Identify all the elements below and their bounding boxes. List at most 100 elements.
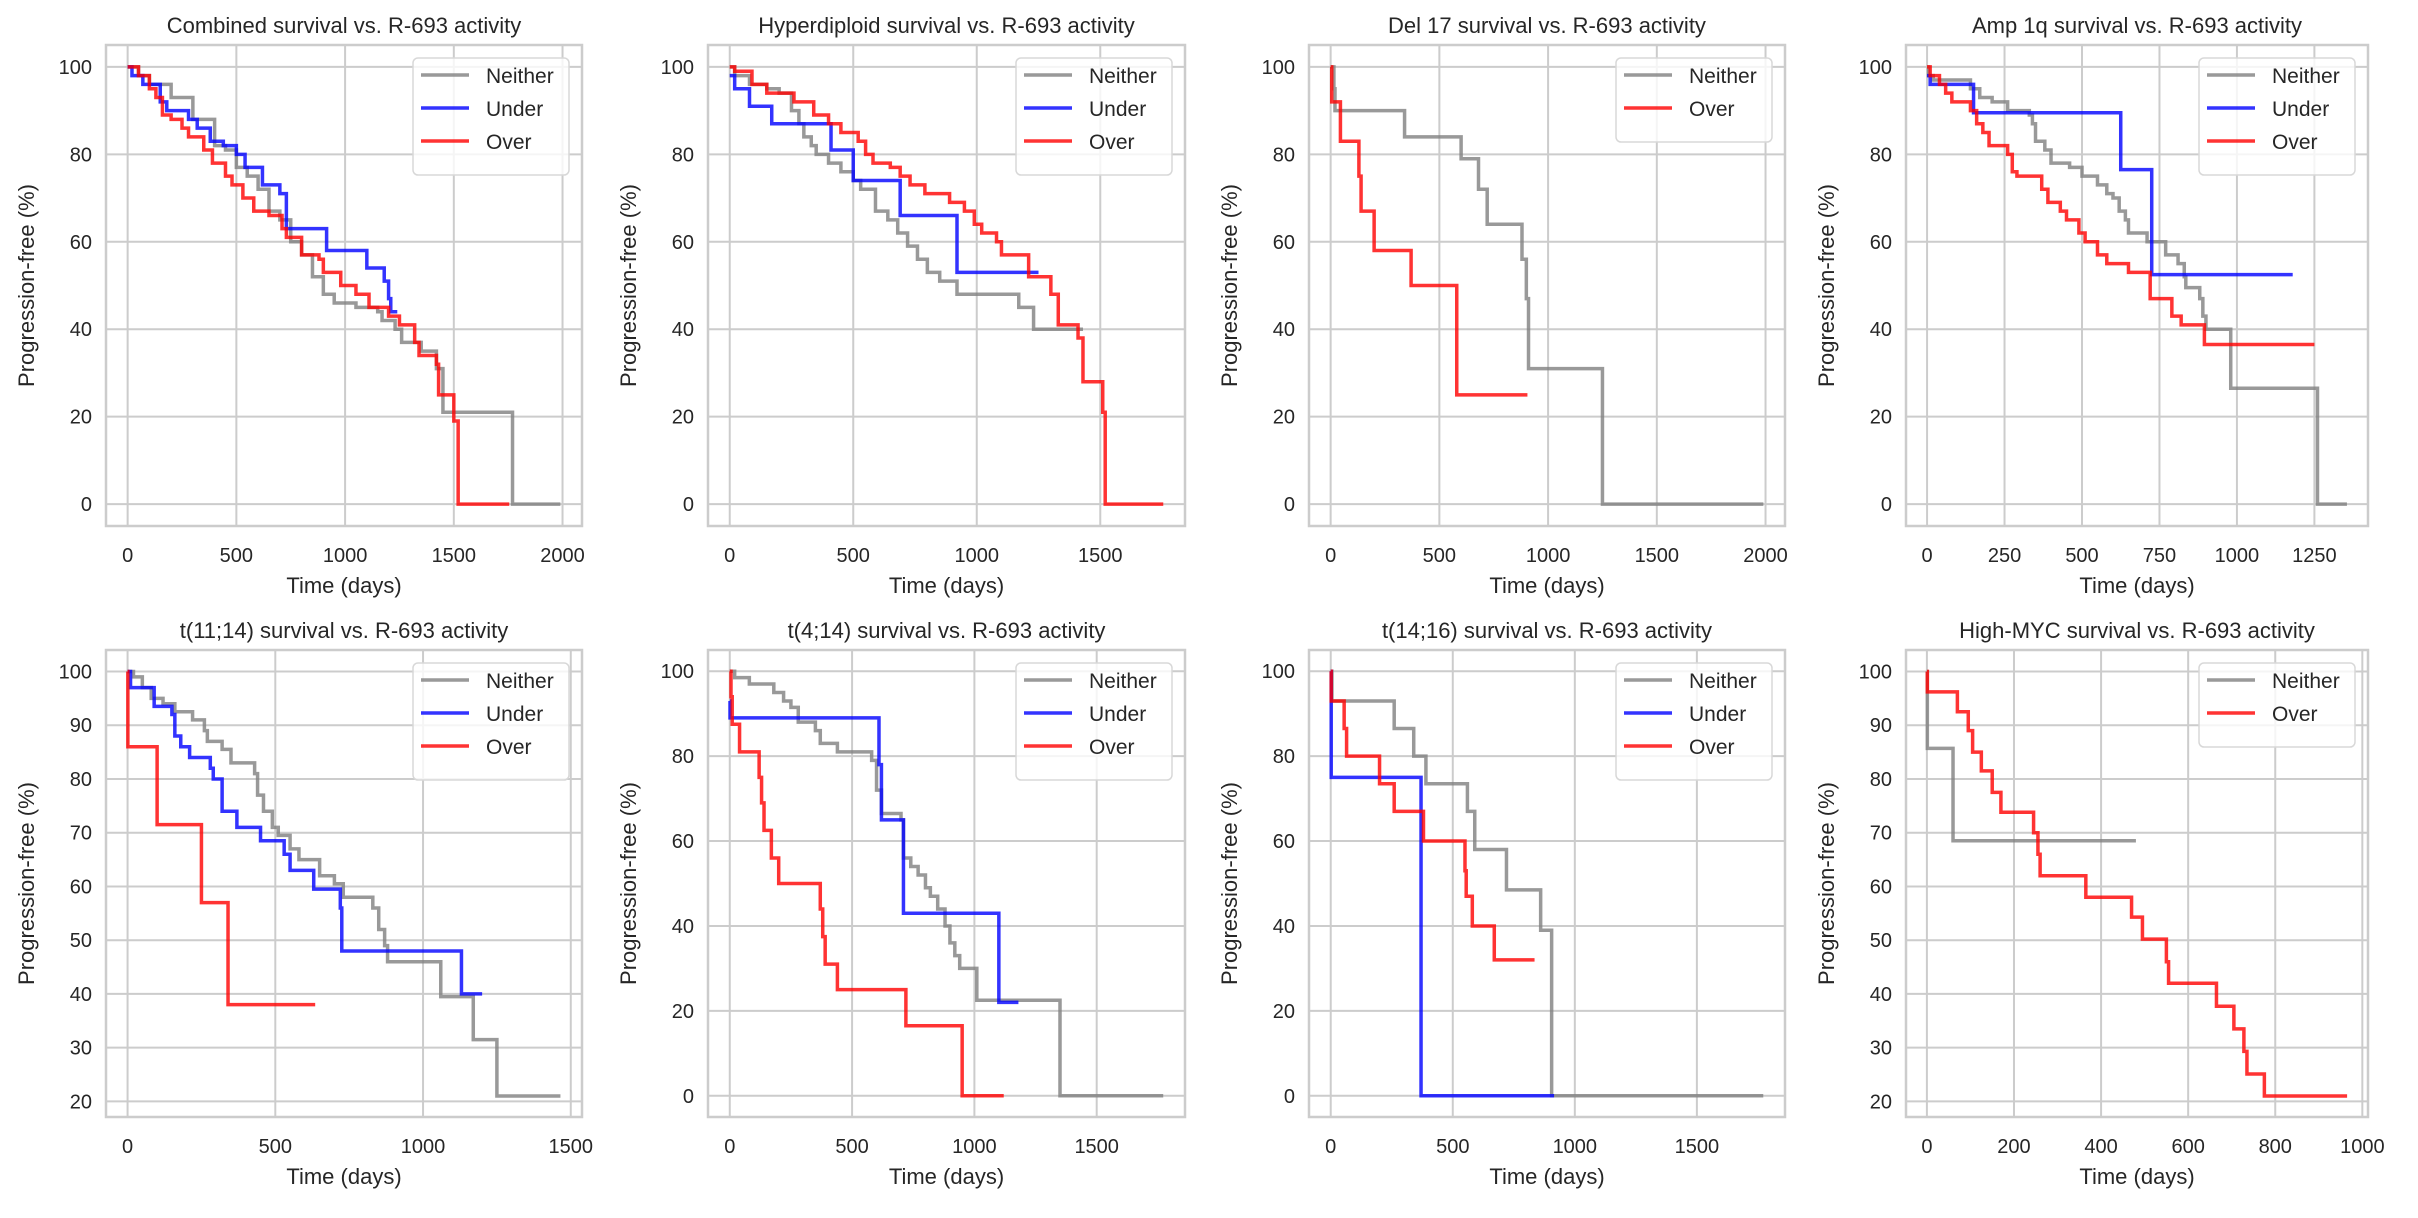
- survival-curve-neither: [127, 669, 561, 1098]
- x-tick-label: 200: [1997, 1136, 2030, 1158]
- legend: Neither Under Over: [412, 662, 570, 781]
- x-tick-label: 1250: [2292, 545, 2337, 567]
- axes-frame: [706, 648, 1187, 1119]
- legend: Neither Under Over: [1615, 662, 1773, 781]
- x-tick-label: 0: [1921, 1136, 1932, 1158]
- y-tick-label: 60: [672, 831, 694, 853]
- x-tick-label: 1500: [1078, 545, 1123, 567]
- legend-label: Over: [1089, 131, 1135, 154]
- x-axis-label: Time (days): [1489, 1164, 1604, 1189]
- y-tick-label: 80: [672, 746, 694, 768]
- y-tick-label: 20: [70, 1091, 92, 1113]
- y-tick-label: 90: [1870, 715, 1892, 737]
- y-tick-label: 0: [1284, 494, 1295, 516]
- x-tick-label: 500: [1423, 545, 1456, 567]
- subplot-4: 0 250 500 750 1000 1250 0 20 40 60 80 100 Neither Und…: [1814, 13, 2370, 598]
- y-tick-label: 100: [661, 661, 694, 683]
- legend-label: Under: [486, 98, 543, 121]
- legend-label: Over: [1689, 736, 1735, 759]
- legend-label: Neither: [1689, 670, 1757, 693]
- x-tick-label: 0: [122, 1136, 133, 1158]
- y-tick-label: 100: [1859, 57, 1892, 79]
- legend-label: Under: [486, 703, 543, 726]
- y-axis-label: Progression-free (%): [1217, 782, 1242, 985]
- axes-frame: [1904, 43, 2370, 528]
- y-axis-label: Progression-free (%): [616, 184, 641, 387]
- legend-label: Over: [1689, 98, 1735, 121]
- legend-box: [412, 662, 570, 781]
- legend-label: Neither: [1089, 670, 1157, 693]
- survival-curve-over: [1329, 669, 1535, 962]
- subplot-1: 0 500 1000 1500 2000 0 20 40 60 80 100 Neither Under…: [14, 13, 585, 598]
- y-tick-label: 0: [683, 1086, 694, 1108]
- x-tick-label: 500: [1436, 1136, 1469, 1158]
- x-tick-label: 1000: [401, 1136, 446, 1158]
- x-tick-label: 1500: [549, 1136, 594, 1158]
- y-tick-label: 80: [1273, 746, 1295, 768]
- legend: Neither Under Over: [2198, 57, 2356, 176]
- y-tick-label: 60: [1870, 232, 1892, 254]
- y-tick-label: 20: [1273, 407, 1295, 429]
- x-tick-label: 1500: [1635, 545, 1680, 567]
- legend-label: Over: [2272, 703, 2318, 726]
- survival-curve-neither: [1926, 65, 2347, 506]
- survival-curve-over: [729, 65, 1164, 506]
- y-tick-label: 30: [70, 1038, 92, 1060]
- y-tick-label: 90: [70, 715, 92, 737]
- x-tick-label: 2000: [1743, 545, 1788, 567]
- x-tick-label: 1000: [955, 545, 1000, 567]
- y-tick-label: 0: [1284, 1086, 1295, 1108]
- subplot-title: t(14;16) survival vs. R-693 activity: [1382, 618, 1712, 643]
- y-tick-label: 0: [81, 494, 92, 516]
- x-tick-label: 400: [2084, 1136, 2117, 1158]
- subplot-title: Hyperdiploid survival vs. R-693 activity: [758, 13, 1135, 38]
- legend-label: Neither: [486, 65, 554, 88]
- y-tick-label: 100: [59, 57, 92, 79]
- y-tick-label: 60: [1870, 876, 1892, 898]
- axes-frame: [104, 648, 584, 1119]
- x-tick-label: 1500: [1675, 1136, 1720, 1158]
- y-tick-label: 40: [1273, 916, 1295, 938]
- subplot-7: 0 500 1000 1500 0 20 40 60 80 100 Neither Under Over…: [1217, 618, 1787, 1189]
- axes-frame: [1307, 648, 1787, 1119]
- legend-label: Over: [486, 131, 532, 154]
- y-tick-label: 60: [1273, 232, 1295, 254]
- legend-label: Neither: [2272, 670, 2340, 693]
- x-tick-label: 0: [724, 1136, 735, 1158]
- survival-curve-under: [127, 669, 483, 996]
- survival-curve-over: [1927, 65, 2315, 347]
- x-tick-label: 0: [1922, 545, 1933, 567]
- subplot-6: 0 500 1000 1500 0 20 40 60 80 100 Neither Under Over…: [616, 618, 1187, 1189]
- legend: Neither Under Over: [1015, 662, 1173, 781]
- legend-label: Under: [2272, 98, 2329, 121]
- y-axis-label: Progression-free (%): [1814, 184, 1839, 387]
- legend-label: Neither: [2272, 65, 2340, 88]
- subplot-title: Amp 1q survival vs. R-693 activity: [1972, 13, 2302, 38]
- y-tick-label: 20: [70, 407, 92, 429]
- x-tick-label: 1000: [952, 1136, 997, 1158]
- y-tick-label: 40: [70, 319, 92, 341]
- legend: Neither Under Over: [1015, 57, 1173, 176]
- y-tick-label: 20: [672, 1001, 694, 1023]
- y-axis-label: Progression-free (%): [1217, 184, 1242, 387]
- x-tick-label: 1500: [1074, 1136, 1119, 1158]
- survival-curve-neither: [1330, 669, 1764, 1098]
- y-tick-label: 0: [1881, 494, 1892, 516]
- survival-curve-over: [1925, 669, 2348, 1098]
- y-tick-label: 40: [672, 916, 694, 938]
- survival-curve-over: [1329, 65, 1528, 397]
- survival-curve-over: [126, 669, 316, 1007]
- y-tick-label: 0: [683, 494, 694, 516]
- x-tick-label: 1000: [323, 545, 368, 567]
- survival-curve-under: [728, 699, 1019, 1005]
- x-tick-label: 500: [2065, 545, 2098, 567]
- x-tick-label: 800: [2259, 1136, 2292, 1158]
- x-tick-label: 2000: [540, 545, 585, 567]
- survival-curve-under: [1927, 73, 2293, 277]
- x-axis-label: Time (days): [286, 573, 401, 598]
- legend-label: Over: [486, 736, 532, 759]
- legend-label: Under: [1089, 703, 1146, 726]
- x-axis-label: Time (days): [889, 573, 1004, 598]
- x-axis-label: Time (days): [2079, 1164, 2194, 1189]
- y-tick-label: 80: [1273, 144, 1295, 166]
